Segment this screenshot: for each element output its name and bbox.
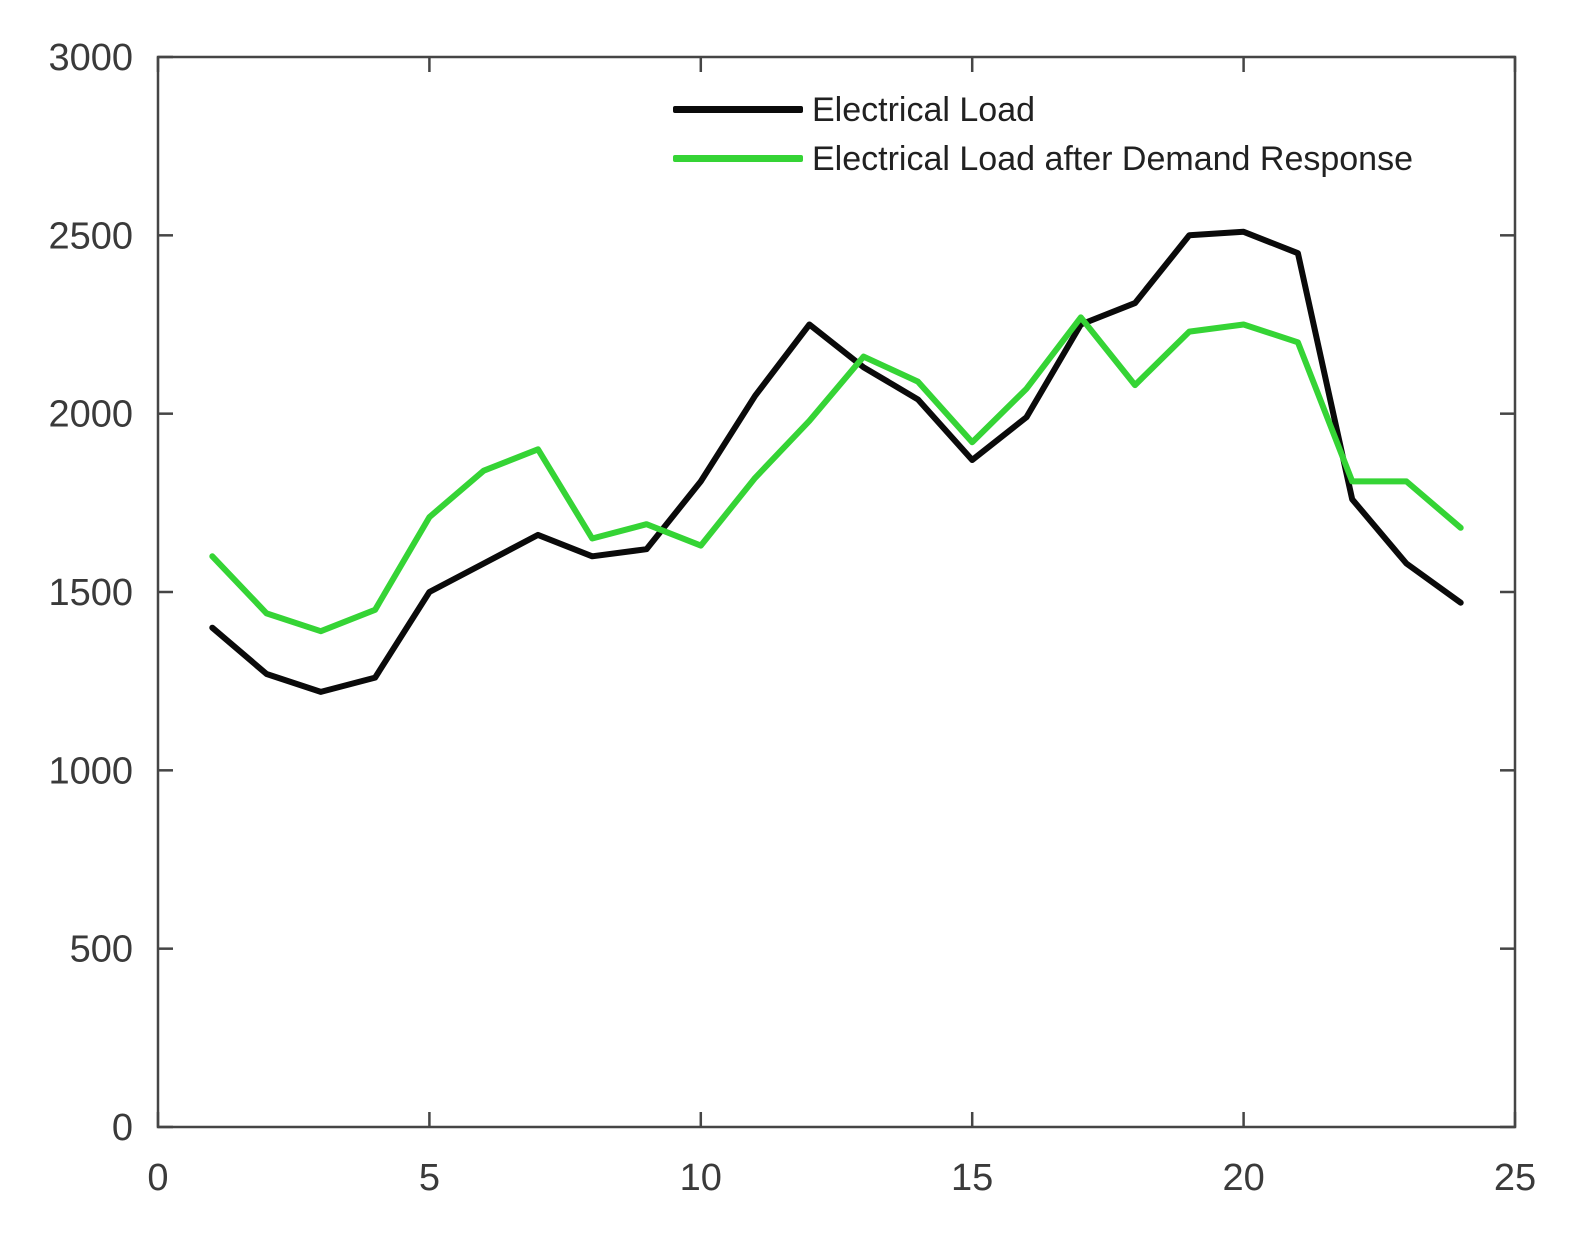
chart-legend: Electrical Load Electrical Load after De… <box>673 85 1413 183</box>
legend-label: Electrical Load after Demand Response <box>812 139 1413 178</box>
y-tick-label: 500 <box>70 929 133 971</box>
x-tick-label: 0 <box>147 1157 168 1199</box>
legend-line-sample-black <box>673 106 803 113</box>
x-tick-label: 5 <box>419 1157 440 1199</box>
y-tick-label: 2500 <box>48 215 133 257</box>
x-tick-label: 10 <box>680 1157 722 1199</box>
y-tick-label: 0 <box>112 1107 133 1149</box>
legend-item-electrical-load-after-demand-response: Electrical Load after Demand Response <box>673 134 1413 183</box>
plot-box <box>156 55 1517 1129</box>
x-tick-label: 20 <box>1222 1157 1264 1199</box>
legend-item-electrical-load: Electrical Load <box>673 85 1413 134</box>
y-tick-label: 1500 <box>48 572 133 614</box>
y-tick-label: 3000 <box>48 37 133 79</box>
series-electrical-load-after-demand-response-line <box>209 314 1464 635</box>
legend-label: Electrical Load <box>812 90 1036 129</box>
x-tick-label: 25 <box>1494 1157 1536 1199</box>
series-electrical-load-line <box>209 228 1464 695</box>
y-tick-label: 1000 <box>48 750 133 792</box>
x-tick-label: 15 <box>951 1157 993 1199</box>
legend-line-sample-green <box>673 155 803 162</box>
y-tick-label: 2000 <box>48 394 133 436</box>
